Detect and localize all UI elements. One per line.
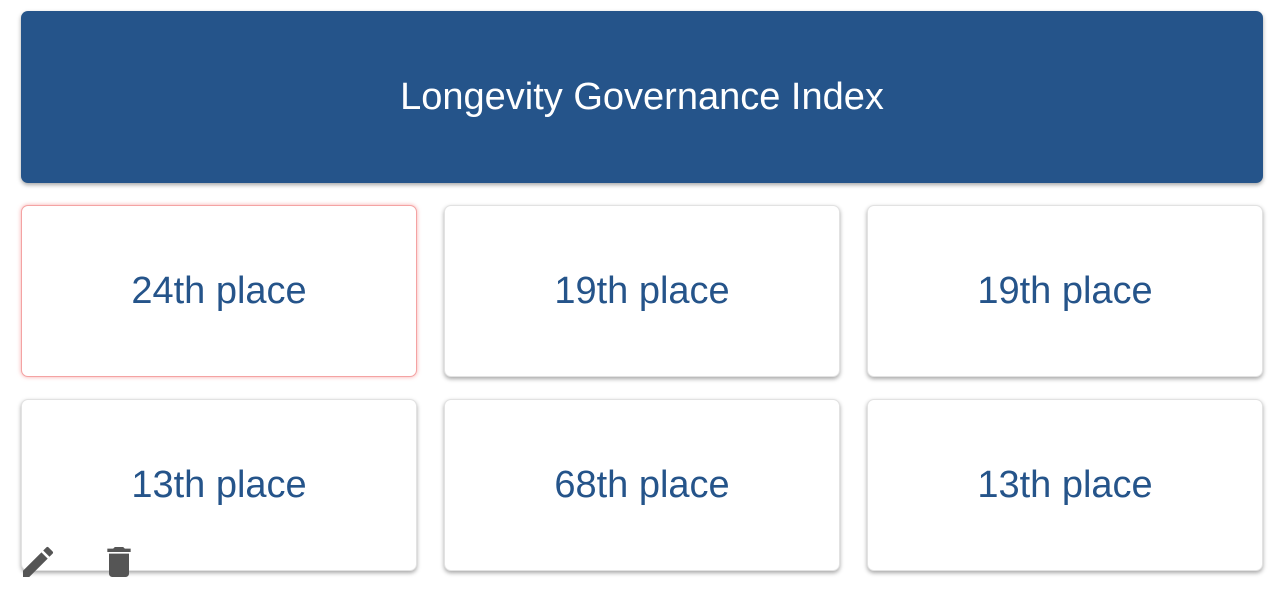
rank-card-label: 19th place (554, 269, 730, 312)
trash-icon (107, 547, 131, 577)
rank-card-6[interactable]: 13th place (867, 399, 1263, 571)
pencil-icon (23, 546, 54, 577)
index-title-banner: Longevity Governance Index (21, 11, 1263, 183)
rank-card-label: 19th place (977, 269, 1153, 312)
rank-card-3[interactable]: 19th place (867, 205, 1263, 377)
rank-card-5[interactable]: 68th place (444, 399, 840, 571)
rank-card-2[interactable]: 19th place (444, 205, 840, 377)
rank-card-4[interactable]: 13th place (21, 399, 417, 571)
rank-card-label: 24th place (131, 269, 307, 312)
rank-card-1[interactable]: 24th place (21, 205, 417, 377)
edit-button[interactable] (16, 540, 60, 584)
rank-card-label: 13th place (977, 463, 1153, 506)
rank-card-label: 13th place (131, 463, 307, 506)
delete-button[interactable] (97, 540, 141, 584)
page-title: Longevity Governance Index (400, 75, 884, 118)
rank-card-label: 68th place (554, 463, 730, 506)
